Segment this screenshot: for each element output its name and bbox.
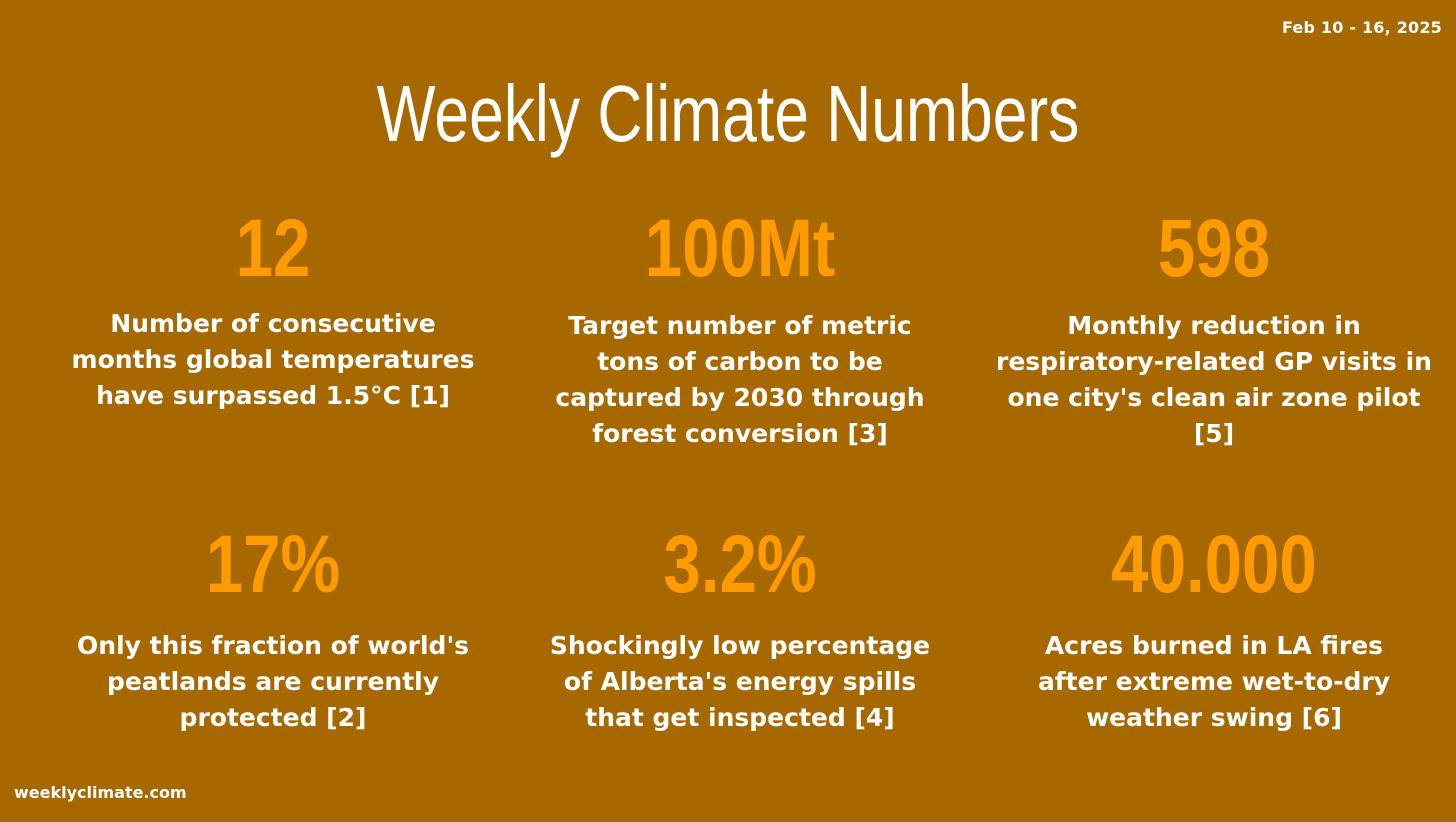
stat-description: Shockingly low percentage of Alberta's e…	[549, 631, 931, 732]
stat-description: Acres burned in LA fires after extreme w…	[1037, 631, 1391, 732]
stat-card: 598 Monthly reduction in respiratory-rel…	[984, 204, 1444, 452]
stat-value: 40.000	[1111, 519, 1317, 610]
stat-value: 3.2%	[663, 519, 817, 610]
stat-description: Target number of metric tons of carbon t…	[555, 311, 925, 448]
stat-description: Only this fraction of world's peatlands …	[77, 631, 469, 732]
stat-card: 100Mt Target number of metric tons of ca…	[510, 204, 970, 452]
date-range: Feb 10 - 16, 2025	[1281, 18, 1442, 37]
stat-card: 40.000 Acres burned in LA fires after ex…	[984, 520, 1444, 736]
stat-card: 17% Only this fraction of world's peatla…	[43, 520, 503, 736]
stat-description: Monthly reduction in respiratory-related…	[996, 311, 1432, 448]
stat-card: 12 Number of consecutive months global t…	[43, 204, 503, 414]
stat-card: 3.2% Shockingly low percentage of Albert…	[510, 520, 970, 736]
stat-value: 12	[235, 203, 311, 294]
stat-value: 17%	[205, 519, 341, 610]
stat-value: 598	[1157, 203, 1271, 294]
stat-description: Number of consecutive months global temp…	[71, 309, 475, 410]
page-title: Weekly Climate Numbers	[376, 69, 1080, 158]
stat-value: 100Mt	[644, 203, 836, 294]
site-url: weeklyclimate.com	[14, 783, 187, 802]
